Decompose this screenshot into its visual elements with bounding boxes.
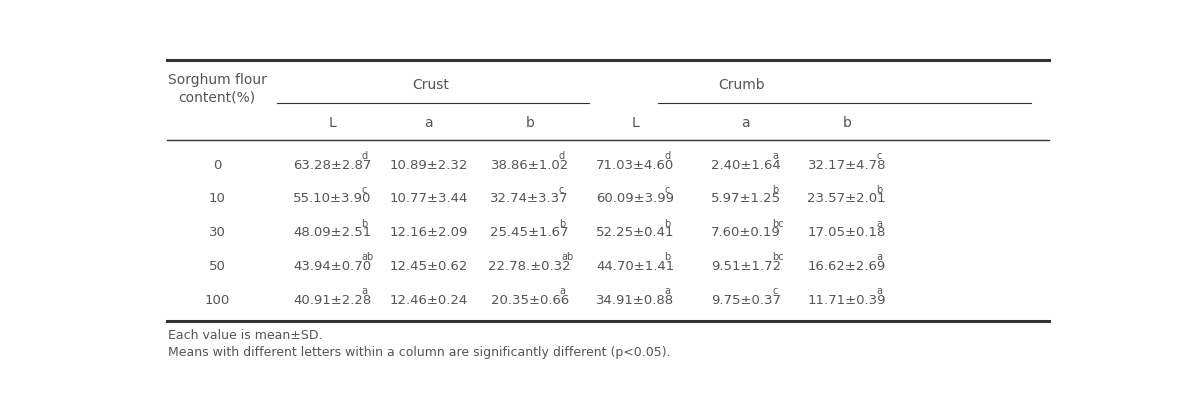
Text: 11.71±0.39: 11.71±0.39 [808, 294, 886, 307]
Text: 10.77±3.44: 10.77±3.44 [389, 192, 467, 206]
Text: Sorghum flour: Sorghum flour [167, 73, 267, 87]
Text: Crust: Crust [413, 78, 449, 92]
Text: 23.57±2.01: 23.57±2.01 [808, 192, 886, 206]
Text: d: d [559, 151, 565, 161]
Text: 40.91±2.28: 40.91±2.28 [293, 294, 371, 307]
Text: Each value is mean±SD.: Each value is mean±SD. [168, 330, 323, 342]
Text: ab: ab [562, 252, 574, 262]
Text: 12.16±2.09: 12.16±2.09 [389, 226, 467, 239]
Text: 32.74±3.37: 32.74±3.37 [490, 192, 569, 206]
Text: a: a [876, 218, 882, 228]
Text: 16.62±2.69: 16.62±2.69 [808, 260, 886, 273]
Text: 20.35±0.66: 20.35±0.66 [491, 294, 569, 307]
Text: 34.91±0.88: 34.91±0.88 [597, 294, 675, 307]
Text: 10.89±2.32: 10.89±2.32 [389, 158, 467, 172]
Text: 63.28±2.87: 63.28±2.87 [293, 158, 371, 172]
Text: 38.86±1.02: 38.86±1.02 [491, 158, 569, 172]
Text: a: a [559, 286, 565, 296]
Text: a: a [876, 252, 882, 262]
Text: b: b [664, 252, 671, 262]
Text: 44.70±1.41: 44.70±1.41 [597, 260, 675, 273]
Text: c: c [772, 286, 778, 296]
Text: 48.09±2.51: 48.09±2.51 [293, 226, 371, 239]
Text: 2.40±1.64: 2.40±1.64 [710, 158, 780, 172]
Text: b: b [772, 185, 778, 195]
Text: 100: 100 [204, 294, 230, 307]
Text: a: a [425, 116, 433, 130]
Text: bc: bc [772, 252, 784, 262]
Text: b: b [559, 218, 566, 228]
Text: 0: 0 [213, 158, 222, 172]
Text: b: b [876, 185, 882, 195]
Text: c: c [362, 185, 366, 195]
Text: 9.51±1.72: 9.51±1.72 [710, 260, 780, 273]
Text: a: a [741, 116, 750, 130]
Text: 22.78.±0.32: 22.78.±0.32 [489, 260, 570, 273]
Text: 60.09±3.99: 60.09±3.99 [597, 192, 675, 206]
Text: 50: 50 [209, 260, 225, 273]
Text: d: d [664, 151, 671, 161]
Text: c: c [664, 185, 670, 195]
Text: 30: 30 [209, 226, 225, 239]
Text: a: a [876, 286, 882, 296]
Text: d: d [362, 151, 368, 161]
Text: 12.45±0.62: 12.45±0.62 [389, 260, 467, 273]
Text: c: c [559, 185, 565, 195]
Text: 5.97±1.25: 5.97±1.25 [710, 192, 780, 206]
Text: b: b [664, 218, 671, 228]
Text: 32.17±4.78: 32.17±4.78 [808, 158, 886, 172]
Text: b: b [842, 116, 852, 130]
Text: Means with different letters within a column are significantly different (p<0.05: Means with different letters within a co… [168, 346, 671, 360]
Text: L: L [329, 116, 336, 130]
Text: ab: ab [362, 252, 374, 262]
Text: a: a [664, 286, 670, 296]
Text: 7.60±0.19: 7.60±0.19 [710, 226, 780, 239]
Text: 43.94±0.70: 43.94±0.70 [293, 260, 371, 273]
Text: c: c [876, 151, 881, 161]
Text: bc: bc [772, 218, 784, 228]
Text: content(%): content(%) [179, 90, 256, 104]
Text: Crumb: Crumb [718, 78, 765, 92]
Text: 25.45±1.67: 25.45±1.67 [491, 226, 569, 239]
Text: 52.25±0.41: 52.25±0.41 [597, 226, 675, 239]
Text: a: a [362, 286, 368, 296]
Text: L: L [631, 116, 639, 130]
Text: 71.03±4.60: 71.03±4.60 [597, 158, 675, 172]
Text: 55.10±3.90: 55.10±3.90 [293, 192, 371, 206]
Text: b: b [362, 218, 368, 228]
Text: b: b [525, 116, 534, 130]
Text: 17.05±0.18: 17.05±0.18 [808, 226, 886, 239]
Text: 10: 10 [209, 192, 225, 206]
Text: 12.46±0.24: 12.46±0.24 [389, 294, 467, 307]
Text: 9.75±0.37: 9.75±0.37 [710, 294, 780, 307]
Text: a: a [772, 151, 778, 161]
